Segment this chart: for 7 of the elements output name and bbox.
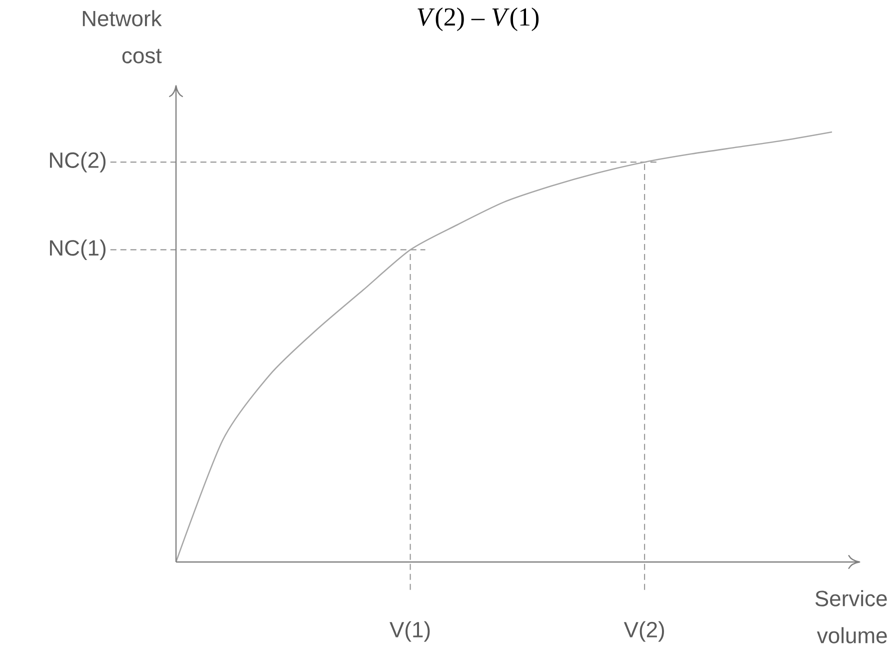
chart-title: V(2) – V(1) <box>418 8 539 32</box>
ref-line-label: NC(2) <box>50 152 106 172</box>
x-tick-label: V(2) <box>624 621 664 642</box>
x-tick-label: V(1) <box>390 621 430 642</box>
x-axis-title: Service volume <box>815 590 887 644</box>
y-axis-title: Network cost <box>82 10 162 64</box>
ref-line-label: NC(1) <box>50 240 106 260</box>
